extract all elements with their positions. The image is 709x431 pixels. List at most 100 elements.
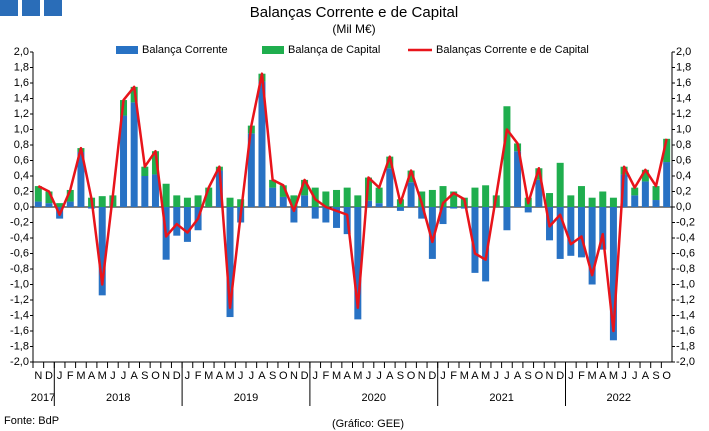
x-tick-label: F — [578, 370, 585, 382]
y2-tick-label: -1,0 — [676, 278, 695, 290]
x-tick-label: A — [88, 370, 96, 382]
x-tick-label: M — [609, 370, 618, 382]
y-tick-label: 0,2 — [14, 185, 29, 197]
x-tick-label: F — [323, 370, 330, 382]
x-tick-label: A — [471, 370, 479, 382]
x-tick-label: N — [546, 370, 554, 382]
x-tick-label: M — [225, 370, 234, 382]
bar — [631, 187, 639, 196]
bar — [98, 207, 106, 296]
bar — [66, 201, 74, 207]
x-tick-label: F — [450, 370, 457, 382]
legend-label: Balança de Capital — [288, 44, 380, 56]
bar — [407, 182, 415, 207]
year-label: 2021 — [489, 392, 513, 404]
y-tick-label: 1,4 — [14, 92, 29, 104]
bar — [301, 195, 309, 207]
bar — [194, 195, 202, 207]
bar — [130, 102, 138, 207]
x-tick-label: M — [332, 370, 341, 382]
x-tick-label: J — [57, 370, 63, 382]
x-tick-label: O — [535, 370, 544, 382]
y-tick-label: -2,0 — [10, 356, 29, 368]
bar — [609, 197, 617, 207]
bar — [258, 81, 266, 207]
y2-tick-label: 1,8 — [676, 61, 691, 73]
y-tick-label: -1,8 — [10, 340, 29, 352]
bar — [56, 203, 64, 207]
y2-tick-label: -0,2 — [676, 216, 695, 228]
bar — [609, 207, 617, 341]
x-tick-label: M — [98, 370, 107, 382]
bar — [375, 187, 383, 204]
x-tick-label: O — [407, 370, 416, 382]
y2-tick-label: -2,0 — [676, 356, 695, 368]
year-label: 2019 — [234, 392, 258, 404]
bar — [663, 162, 671, 207]
x-tick-label: M — [353, 370, 362, 382]
y-tick-label: 0,8 — [14, 139, 29, 151]
chart-title: Balanças Corrente e de Capital — [250, 4, 458, 21]
bar — [215, 170, 223, 207]
bar — [322, 191, 330, 207]
y2-tick-label: -1,6 — [676, 325, 695, 337]
x-tick-label: A — [386, 370, 394, 382]
bar — [77, 151, 85, 207]
bar — [311, 207, 319, 219]
x-tick-label: J — [621, 370, 627, 382]
x-tick-label: J — [366, 370, 372, 382]
legend-swatch — [116, 46, 138, 54]
y-tick-label: -0,6 — [10, 247, 29, 259]
bar — [556, 162, 564, 207]
x-tick-label: J — [238, 370, 244, 382]
bar — [641, 169, 649, 182]
y-tick-label: 0,6 — [14, 154, 29, 166]
y2-tick-label: 0,0 — [676, 201, 691, 213]
x-tick-label: M — [76, 370, 85, 382]
x-tick-label: J — [312, 370, 318, 382]
x-tick-label: J — [376, 370, 382, 382]
x-tick-label: O — [662, 370, 671, 382]
bar — [439, 186, 447, 207]
bar — [663, 138, 671, 163]
x-tick-label: M — [588, 370, 597, 382]
bar — [471, 207, 479, 273]
bar — [471, 187, 479, 207]
x-tick-label: J — [185, 370, 191, 382]
bar — [652, 186, 660, 201]
bar — [546, 193, 554, 207]
bar — [386, 168, 394, 207]
bar — [514, 151, 522, 207]
bar — [567, 207, 575, 256]
y2-tick-label: 1,2 — [676, 108, 691, 120]
x-tick-label: J — [632, 370, 638, 382]
bar — [375, 203, 383, 207]
bar — [162, 183, 170, 207]
bar — [364, 200, 372, 207]
y-tick-label: 1,2 — [14, 108, 29, 120]
logo-block — [22, 0, 40, 16]
bar — [141, 176, 149, 207]
legend-swatch — [262, 46, 284, 54]
x-tick-label: F — [67, 370, 74, 382]
bar — [482, 207, 490, 282]
bar — [269, 179, 277, 188]
x-tick-label: A — [258, 370, 266, 382]
y-tick-label: 0,4 — [14, 170, 29, 182]
y-tick-label: 1,0 — [14, 123, 29, 135]
bar — [333, 189, 341, 207]
line — [37, 72, 668, 333]
year-label: 2022 — [607, 392, 631, 404]
x-tick-label: S — [269, 370, 276, 382]
y2-tick-label: 1,0 — [676, 123, 691, 135]
y2-tick-label: 0,4 — [676, 170, 691, 182]
bar — [226, 197, 234, 207]
bar — [396, 207, 404, 211]
x-tick-label: S — [397, 370, 404, 382]
x-tick-label: D — [556, 370, 564, 382]
bar — [567, 195, 575, 207]
bar — [173, 195, 181, 207]
bar — [482, 185, 490, 207]
bar — [450, 191, 458, 207]
